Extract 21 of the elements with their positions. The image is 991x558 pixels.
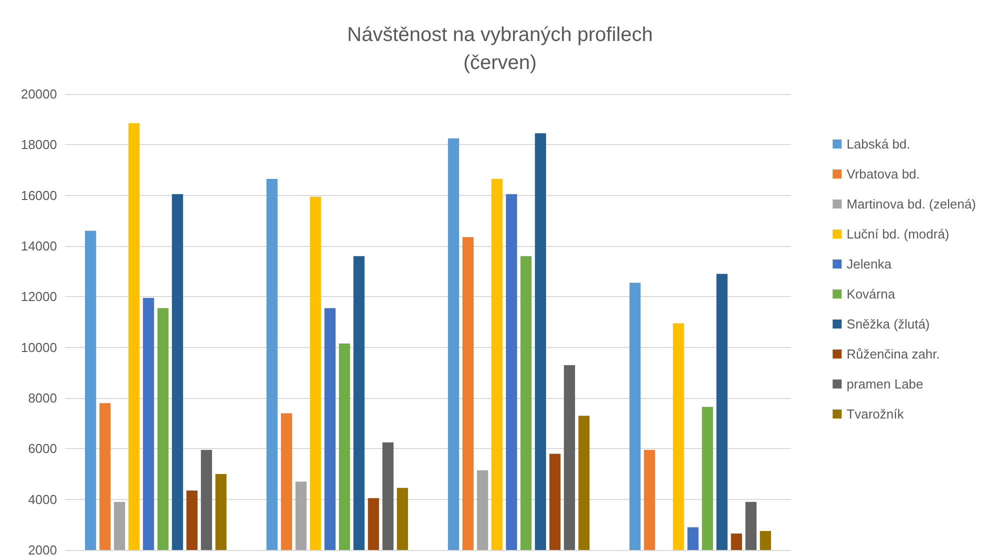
legend-label: Sněžka (žlutá) [846, 316, 930, 332]
legend-label: Tvarožník [846, 406, 904, 422]
legend-label: Martinova bd. (zelená) [846, 196, 976, 212]
legend-label: Růženčina zahr. [846, 346, 940, 362]
y-tick-label: 6000 [28, 441, 57, 456]
legend-label: Luční bd. (modrá) [846, 226, 950, 242]
y-tick-label: 10000 [20, 340, 57, 355]
y-tick-label: 14000 [20, 238, 57, 254]
legend-label: Kovárna [846, 286, 896, 302]
y-tick-label: 2000 [28, 542, 57, 558]
y-tick-label: 12000 [20, 289, 57, 304]
y-tick-label: 18000 [20, 137, 57, 152]
chart-title: Návštěnost na vybraných profilech (červen) [347, 24, 653, 74]
y-tick-label: 16000 [20, 188, 57, 203]
legend-label: pramen Labe [846, 376, 924, 392]
y-tick-label: 8000 [28, 390, 57, 406]
legend-label: Labská bd. [846, 136, 910, 152]
y-tick-label: 4000 [28, 492, 57, 507]
y-tick-label: 20000 [20, 86, 57, 102]
legend-label: Jelenka [846, 256, 892, 272]
legend-label: Vrbatova bd. [846, 166, 920, 182]
